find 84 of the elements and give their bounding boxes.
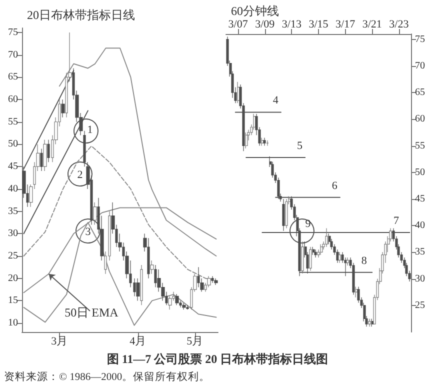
y-tick-label: 25 [8,250,18,262]
candlestick [355,286,358,298]
annotation: 3 [85,226,92,238]
caption: 图 11—7 公司股票 20 日布林带指标日线图 [106,351,330,368]
x-tick-label: 3/07 [228,18,248,30]
series-label: 5 [296,140,303,152]
y-tick-label: 70 [8,49,18,60]
candlestick [266,140,269,146]
candlestick [368,318,371,327]
y-tick-label: 70 [415,60,425,72]
x-tick-label: 4月 [130,336,146,348]
y-tick-label: 20 [8,272,18,284]
candlestick [346,257,349,266]
candlestick [320,244,323,256]
candlestick [314,249,317,258]
y-tick-label: 45 [415,193,425,204]
candlestick [154,264,157,288]
candlestick [93,202,97,226]
y-tick-label: 25 [415,300,425,311]
y-tick-label: 60 [415,114,425,125]
candlestick [175,294,179,306]
annotation: 9 [305,218,312,230]
candlestick [338,252,341,264]
candlestick [245,132,248,149]
x-tick-label: 3/15 [308,18,329,30]
y-tick-label: 35 [8,206,18,217]
annotation: 1 [87,124,93,136]
candlestick [312,246,315,256]
y-tick-label: 10 [8,318,18,329]
candlestick [47,139,50,162]
candlestick [237,82,240,104]
x-tick-label: 3/23 [389,18,410,30]
y-tick-label: 30 [415,273,425,284]
candlestick [61,99,65,118]
candlestick [214,278,218,286]
x-tick-label: 3/21 [362,18,382,30]
text: 资料来源：© 1986—2000。保留所有权利。 [3,370,212,384]
candlestick [301,241,304,274]
candlestick [140,264,143,306]
x-tick-label: 3月 [51,336,68,348]
y-tick-label: 55 [415,140,425,152]
series-label: 7 [394,214,400,227]
y-tick-label: 60 [8,94,18,106]
y-tick-label: 50 [415,166,425,178]
y-tick-label: 35 [415,246,425,258]
y-tick-label: 50 [8,138,18,150]
x-tick-label: 3/09 [255,18,276,30]
annotation: 2 [77,169,83,181]
y-tick-label: 65 [415,87,425,98]
y-tick-label: 65 [8,72,18,83]
y-tick-label: 30 [8,228,18,240]
candlestick [197,266,200,288]
y-tick-label: 40 [8,183,18,194]
chart-title: 20日布林带指标日线 [27,8,135,22]
candlestick [211,276,214,284]
candlestick [285,198,288,229]
candlestick [371,318,374,327]
series-label: 6 [332,180,338,192]
text: 50日 EMA [64,305,119,320]
candlestick [261,137,264,146]
y-tick-label: 75 [415,34,425,45]
candlestick [150,260,154,274]
series-label: 8 [361,254,368,267]
candlestick [182,302,186,310]
candlestick [40,148,43,172]
candlestick [309,246,312,272]
candlestick [43,139,47,172]
y-tick-label: 45 [8,161,18,172]
y-tick-label: 75 [8,26,18,38]
candlestick [136,278,140,302]
x-tick-label: 5月 [186,336,204,348]
candlestick [168,296,172,310]
candlestick [147,238,150,279]
chart-title: 60分钟线 [231,4,279,18]
y-tick-label: 15 [8,295,18,306]
series-label: 4 [272,94,279,107]
candlestick [263,137,266,146]
x-tick-label: 3/13 [282,18,302,30]
candlestick [325,228,328,248]
candlestick [207,276,211,288]
x-tick-label: 3/17 [336,18,356,30]
y-tick-label: 55 [8,116,18,128]
y-tick-label: 40 [415,220,425,232]
candlestick [186,304,189,310]
